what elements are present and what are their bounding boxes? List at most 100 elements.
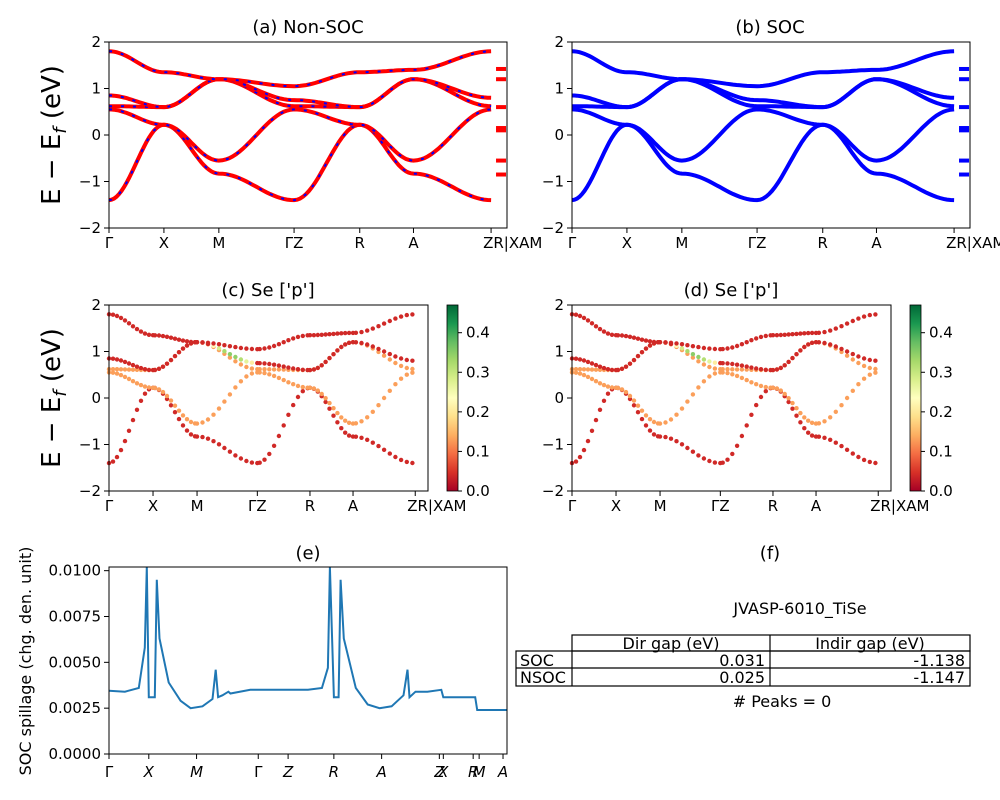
- projection-dot: [720, 346, 725, 352]
- projection-dot: [262, 370, 267, 376]
- projection-dot: [809, 340, 815, 345]
- projection-dot: [271, 443, 277, 448]
- projection-dot: [257, 346, 262, 352]
- projection-dot: [168, 403, 174, 408]
- xtick-label: X: [611, 497, 621, 515]
- projection-dot: [725, 361, 730, 366]
- projection-dot: [227, 344, 233, 349]
- projection-dot: [627, 393, 633, 399]
- panel-e-ylabel: SOC spillage (chg. den. unit): [16, 547, 35, 776]
- projection-dot: [295, 367, 301, 372]
- projection-dot: [134, 364, 140, 369]
- projection-dot: [138, 382, 144, 388]
- projection-dot: [410, 366, 415, 372]
- projection-dot: [701, 362, 707, 367]
- projection-dot: [295, 334, 301, 340]
- projection-dot: [589, 367, 595, 372]
- projection-dot: [798, 410, 803, 416]
- projection-dot: [281, 423, 286, 428]
- table-col-dir-gap: Dir gap (eV): [623, 634, 720, 653]
- band-line: [571, 107, 955, 163]
- projection-dot: [227, 449, 233, 454]
- projection-dot: [249, 360, 255, 365]
- projection-dot: [114, 367, 120, 372]
- colorbar-label: 0.4: [929, 324, 953, 342]
- projection-dot: [142, 367, 148, 372]
- projection-dot: [126, 321, 132, 326]
- projection-dot: [668, 436, 674, 441]
- table-cell-nsoc-indir: -1.147: [913, 668, 965, 687]
- projection-dot: [639, 350, 645, 355]
- projection-dot: [585, 359, 591, 365]
- projection-dot: [573, 459, 579, 464]
- xtick-label: Z: [433, 763, 445, 781]
- projection-dot: [335, 331, 340, 336]
- projection-dot: [778, 332, 783, 338]
- projection-dot: [734, 343, 740, 349]
- projection-dot: [114, 454, 120, 460]
- projection-dot: [833, 326, 838, 331]
- projection-dot: [867, 365, 872, 371]
- projection-dot: [323, 399, 328, 405]
- xtick-label: ZR|XAM: [946, 234, 1000, 252]
- ytick-label: −2: [542, 219, 564, 237]
- projection-dot: [381, 353, 387, 358]
- projection-dot: [739, 342, 745, 347]
- projection-dot: [696, 359, 701, 364]
- ytick-label: 1: [91, 343, 101, 361]
- projection-dot: [353, 434, 359, 439]
- projection-dot: [233, 453, 238, 458]
- projection-dot: [176, 408, 182, 413]
- projection-dot: [763, 384, 768, 390]
- projection-dot: [238, 456, 244, 461]
- projection-dot: [335, 420, 340, 425]
- projection-dot: [861, 314, 867, 319]
- projection-dot: [271, 362, 277, 367]
- projection-dot: [690, 344, 696, 349]
- projection-dot: [110, 356, 116, 361]
- projection-dot: [180, 413, 186, 418]
- projection-dot: [370, 440, 375, 445]
- projection-dot: [404, 459, 409, 465]
- projection-dot: [118, 358, 124, 363]
- projection-dot: [134, 407, 140, 412]
- projection-dot: [802, 331, 807, 336]
- projection-dot: [211, 412, 216, 417]
- projection-dot: [639, 416, 645, 422]
- panel-c-se-p: (c) Se ['p'] E − Ef (eV) 2 1 0 −1 −2Γ X M ΓZ R A Z…: [37, 280, 490, 515]
- projection-dot: [577, 313, 583, 319]
- projection-dot: [160, 333, 166, 339]
- projection-dot: [774, 367, 780, 372]
- projection-dot: [749, 338, 754, 343]
- projection-dot: [227, 392, 233, 397]
- panel-d-bands: [569, 312, 878, 466]
- projection-dot: [262, 457, 267, 462]
- projection-dot: [359, 419, 364, 424]
- xtick-label: Γ: [105, 234, 114, 252]
- projection-dot: [657, 434, 663, 439]
- projection-dot: [609, 332, 615, 337]
- projection-dot: [839, 346, 844, 352]
- ytick-label: 0: [91, 389, 101, 407]
- projection-dot: [786, 396, 791, 401]
- xtick-label: A: [408, 234, 419, 252]
- projection-dot: [244, 359, 249, 364]
- xtick-label: M: [654, 497, 667, 515]
- projection-dot: [216, 406, 222, 411]
- projection-dot: [589, 321, 595, 326]
- projection-dot: [327, 355, 332, 361]
- projection-dot: [271, 367, 277, 372]
- projection-dot: [739, 367, 745, 372]
- projection-dot: [778, 388, 783, 393]
- projection-dot: [370, 326, 375, 331]
- projection-dot: [381, 395, 387, 401]
- xtick-label: M: [191, 497, 204, 515]
- projection-dot: [331, 352, 336, 357]
- projection-dot: [730, 367, 735, 372]
- ytick-label: 2: [91, 33, 101, 51]
- projection-dot: [200, 420, 205, 425]
- ytick-label: −1: [79, 173, 101, 191]
- colorbar-label: 0.0: [466, 482, 490, 500]
- projection-dot: [233, 385, 238, 390]
- projection-dot: [281, 340, 286, 345]
